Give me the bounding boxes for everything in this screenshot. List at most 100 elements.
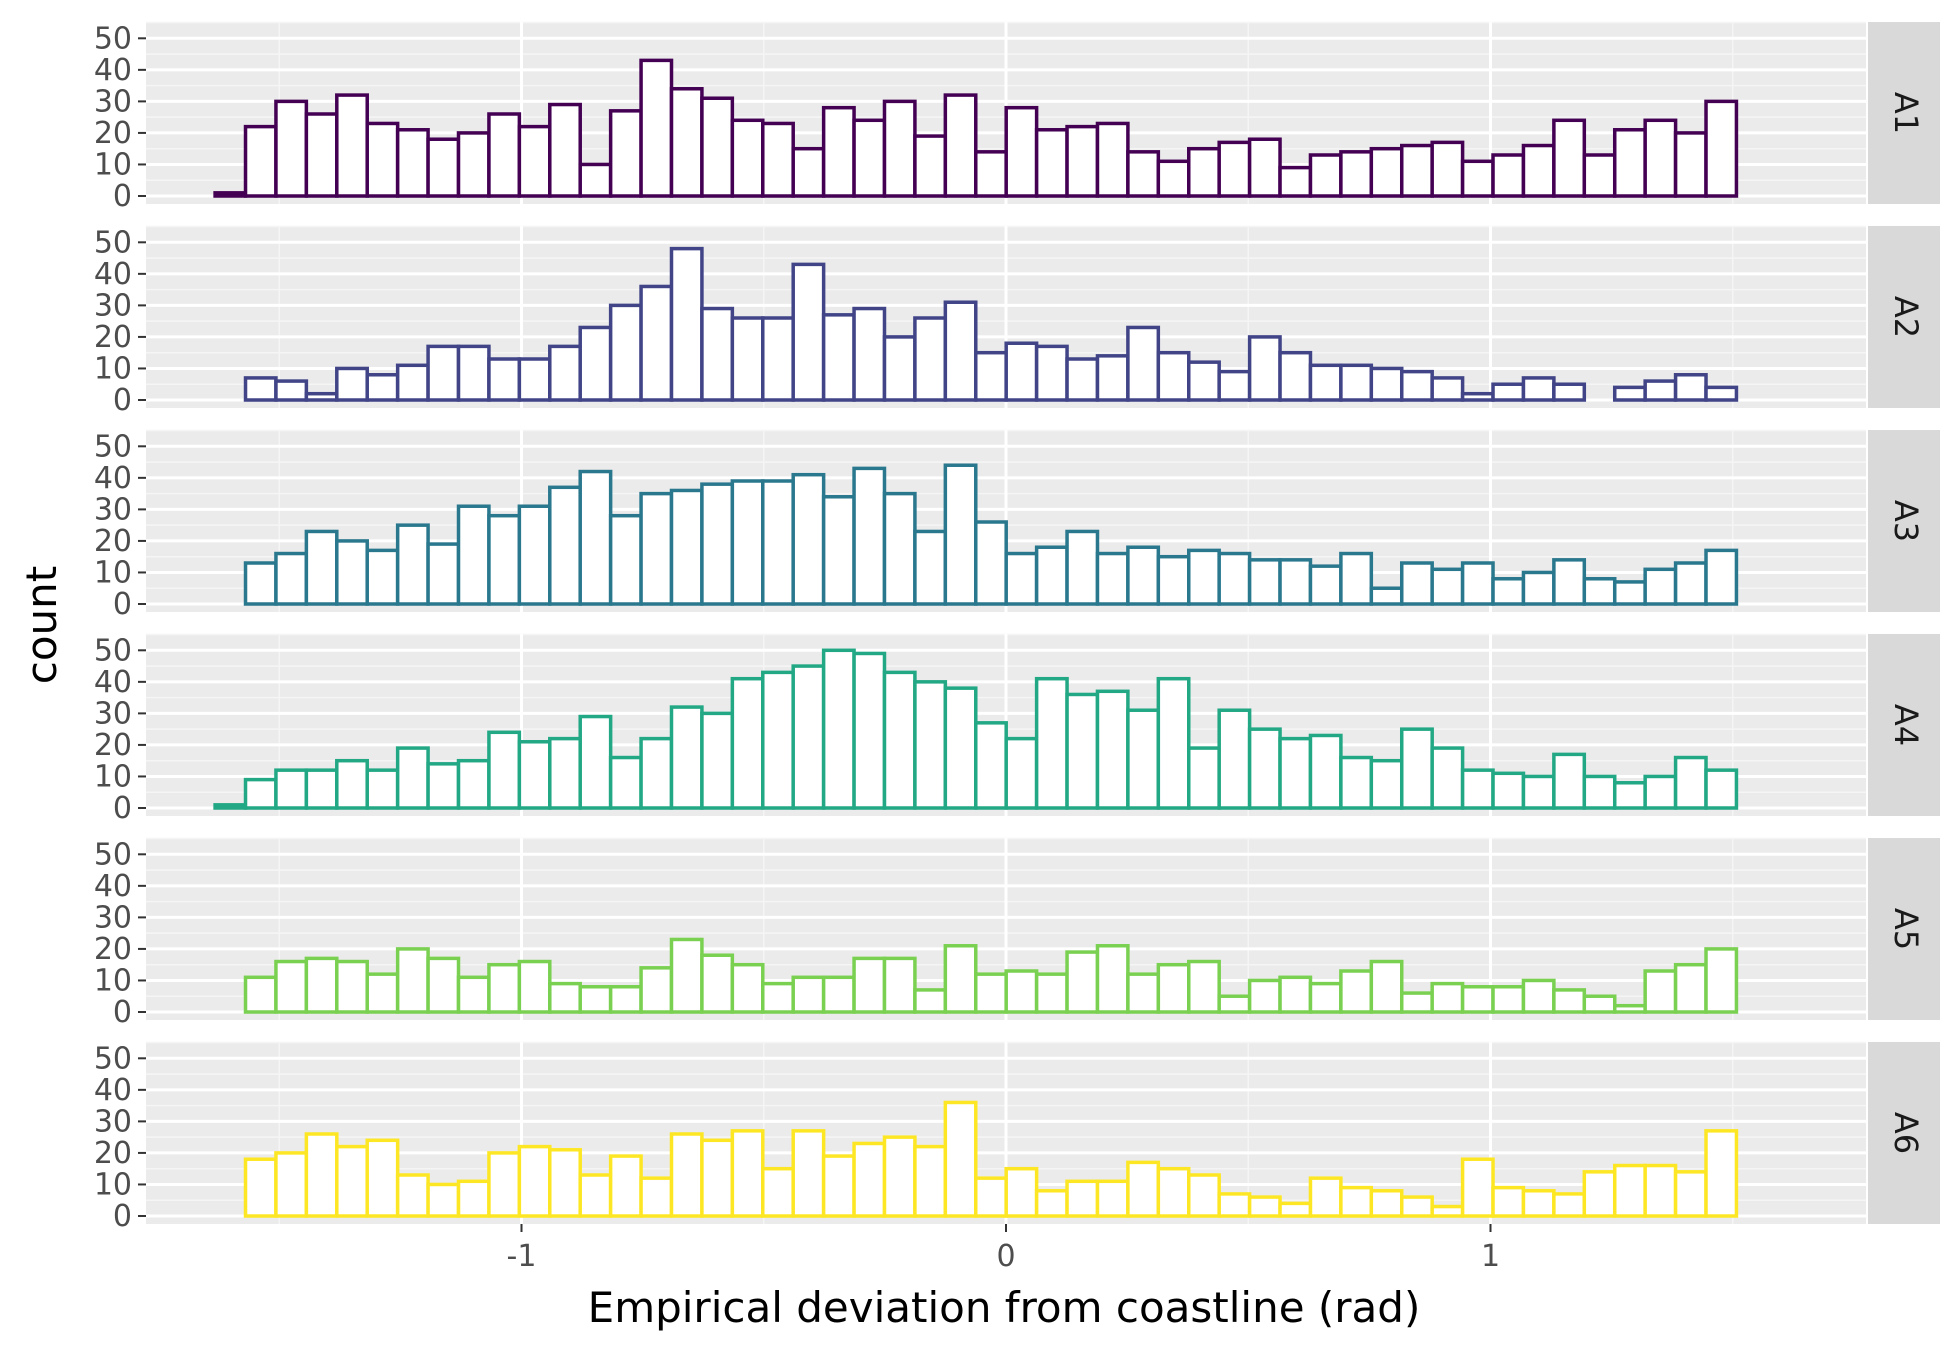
histogram-bar <box>1552 382 1587 402</box>
y-tick-label: 10 <box>94 147 132 182</box>
histogram-bar <box>456 504 491 606</box>
histogram-bar <box>1034 128 1069 198</box>
histogram-bar <box>1521 376 1556 402</box>
histogram-bar <box>1247 1195 1282 1218</box>
histogram-bar <box>1065 124 1100 198</box>
histogram-bar <box>608 1154 643 1218</box>
histogram-bar <box>548 981 582 1014</box>
histogram-bar <box>821 975 856 1014</box>
histogram-bar <box>426 762 461 810</box>
histogram-bar <box>1308 981 1343 1014</box>
y-tick-label: 30 <box>94 288 132 323</box>
y-tick-label: 50 <box>94 633 132 668</box>
histogram-bar <box>639 284 674 402</box>
histogram-bar <box>1217 369 1252 402</box>
histogram-bar <box>243 777 278 810</box>
histogram-bar <box>1491 771 1526 810</box>
histogram-bar <box>1491 382 1526 402</box>
y-tick-label: 30 <box>94 84 132 119</box>
histogram-bar <box>1430 746 1465 810</box>
histogram-bar <box>913 316 948 402</box>
histogram-bar <box>852 306 887 402</box>
histogram-bar <box>1339 969 1374 1014</box>
histogram-bar <box>304 956 339 1014</box>
histogram-bar <box>1430 140 1465 198</box>
histogram-bar <box>335 366 369 402</box>
histogram-bar <box>213 803 248 810</box>
histogram-bar <box>1521 978 1556 1014</box>
histogram-bar <box>1034 344 1069 402</box>
histogram-bar <box>761 670 795 810</box>
histogram-bar <box>1521 1189 1556 1218</box>
histogram-bar <box>974 972 1008 1014</box>
histogram-bar <box>791 146 826 198</box>
histogram-bar <box>243 376 278 402</box>
histogram-bar <box>1399 369 1434 402</box>
histogram-bar <box>426 137 461 198</box>
histogram-bar <box>487 513 522 606</box>
histogram-bar <box>669 705 704 810</box>
histogram-bar <box>1339 150 1374 198</box>
histogram-bar <box>608 985 643 1014</box>
histogram-bar <box>1673 131 1708 198</box>
histogram-bar <box>335 539 369 606</box>
histogram-bar <box>1612 580 1647 606</box>
histogram-bar <box>730 479 765 606</box>
histogram-bar <box>304 529 339 606</box>
histogram-bar <box>1339 363 1374 402</box>
histogram-bar <box>517 1144 552 1218</box>
y-tick-label: 20 <box>94 116 132 151</box>
y-tick-label: 30 <box>94 492 132 527</box>
histogram-bar <box>1399 143 1434 198</box>
facet-strip <box>1868 838 1940 1020</box>
facet-strip <box>1868 226 1940 408</box>
histogram-bar <box>1521 143 1556 198</box>
histogram-bar <box>1369 959 1404 1014</box>
histogram-bar <box>669 246 704 402</box>
histogram-bar <box>700 96 735 198</box>
histogram-bar <box>1156 159 1191 198</box>
histogram-bar <box>304 391 339 402</box>
histogram-bar <box>1582 153 1617 198</box>
facet-strip-label: A4 <box>1887 704 1925 746</box>
histogram-bar <box>1278 350 1313 402</box>
histogram-bar <box>913 680 948 810</box>
histogram-bar <box>1430 567 1465 606</box>
histogram-bar <box>761 316 795 402</box>
y-tick-label: 40 <box>94 1073 132 1108</box>
histogram-bar <box>1217 1192 1252 1218</box>
histogram-bar <box>548 102 582 198</box>
histogram-bar <box>974 520 1008 606</box>
y-tick-label: 10 <box>94 351 132 386</box>
histogram-bar <box>517 504 552 606</box>
histogram-bar <box>913 529 948 606</box>
histogram-bar <box>761 981 795 1014</box>
histogram-bar <box>1004 736 1039 810</box>
histogram-bar <box>395 128 430 198</box>
histogram-bar <box>1582 577 1617 606</box>
facet-strip-label: A6 <box>1887 1112 1925 1154</box>
histogram-bar <box>274 379 309 402</box>
histogram-bar <box>1278 736 1313 810</box>
histogram-bar <box>1247 727 1282 810</box>
y-tick-label: 10 <box>94 1167 132 1202</box>
histogram-bar <box>1369 758 1404 810</box>
histogram-bar <box>943 463 978 606</box>
histogram-bar <box>882 335 917 402</box>
histogram-bar <box>913 134 948 198</box>
histogram-bar <box>1399 727 1434 810</box>
histogram-bar <box>1491 1185 1526 1218</box>
y-tick-label: 0 <box>113 383 132 418</box>
histogram-bar <box>517 124 552 198</box>
histogram-bar <box>639 736 674 810</box>
histogram-bar <box>1247 335 1282 402</box>
histogram-bar <box>943 686 978 810</box>
facet-strip-label: A2 <box>1887 296 1925 338</box>
histogram-bar <box>456 758 491 810</box>
y-tick-label: 0 <box>113 791 132 826</box>
histogram-bar <box>335 1144 369 1218</box>
y-tick-label: 50 <box>94 225 132 260</box>
